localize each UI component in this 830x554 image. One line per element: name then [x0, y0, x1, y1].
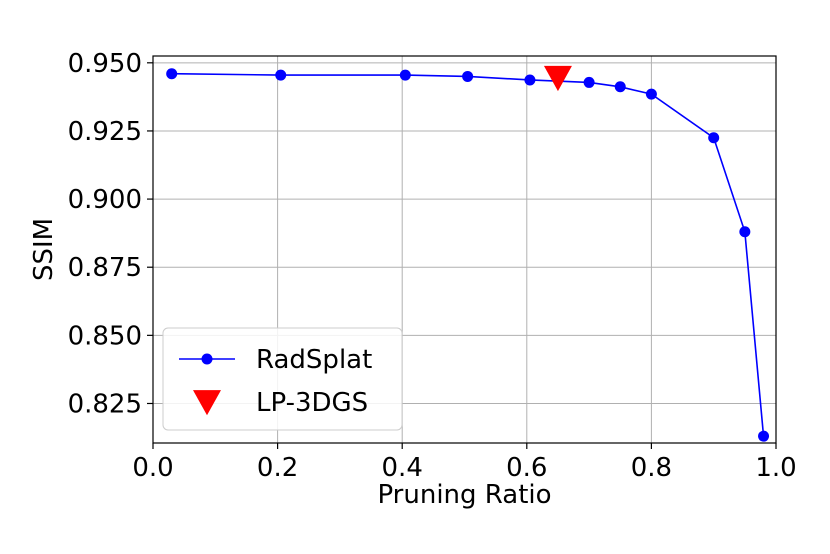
x-axis-label: Pruning Ratio [377, 480, 551, 510]
x-tick-label: 0.8 [631, 453, 672, 483]
radsplat-point [166, 68, 178, 80]
y-tick-label: 0.900 [68, 185, 142, 215]
y-tick-label: 0.875 [68, 253, 142, 283]
ticks: 0.0 0.2 0.4 0.6 0.8 1.0 0.825 0.850 0.875 0.900 0.… [68, 49, 797, 483]
plot-frame [152, 55, 777, 444]
legend: RadSplat LP-3DGS [162, 327, 403, 431]
legend-radsplat-label: RadSplat [256, 345, 372, 375]
series-layer [166, 65, 770, 442]
radsplat-point [708, 132, 720, 144]
x-tick-label: 1.0 [755, 453, 796, 483]
legend-box [162, 327, 403, 431]
lp3dgs-point [543, 65, 572, 92]
legend-lp3dgs-label: LP-3DGS [256, 388, 368, 418]
x-tick-label: 0.6 [506, 453, 547, 483]
legend-lp3dgs-marker [193, 390, 221, 416]
legend-radsplat-marker [201, 353, 213, 365]
radsplat-point [462, 70, 474, 82]
x-tick-label: 0.2 [257, 453, 298, 483]
x-tick-label: 0.0 [132, 453, 173, 483]
radsplat-point [275, 69, 287, 81]
radsplat-point [645, 88, 657, 100]
radsplat-point [614, 81, 626, 93]
radsplat-point [524, 74, 536, 86]
radsplat-point [583, 76, 595, 88]
radsplat-point [739, 226, 751, 238]
x-tick-label: 0.4 [382, 453, 423, 483]
y-tick-label: 0.850 [68, 321, 142, 351]
radsplat-point [399, 69, 411, 81]
y-tick-label: 0.925 [68, 117, 142, 147]
radsplat-point [758, 430, 770, 442]
y-axis-label: SSIM [29, 218, 59, 281]
y-tick-label: 0.825 [68, 389, 142, 419]
y-tick-label: 0.950 [68, 49, 142, 79]
